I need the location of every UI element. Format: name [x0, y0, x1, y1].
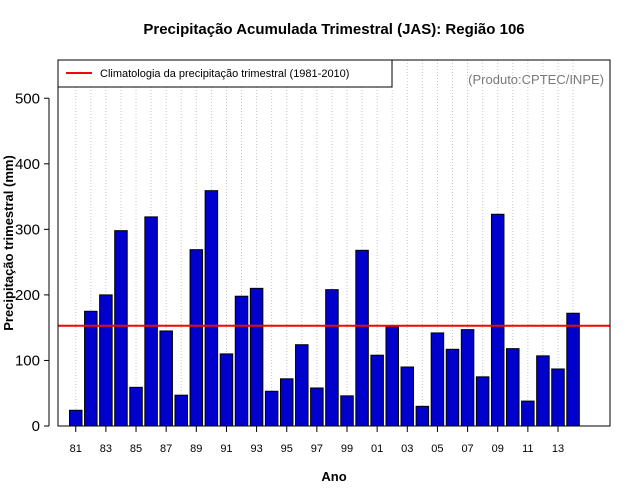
bar-1981: [69, 409, 83, 427]
bar-1990: [204, 190, 219, 427]
y-tick-label: 100: [15, 352, 40, 369]
x-tick-label: 11: [522, 443, 533, 455]
legend-box: [57, 59, 393, 88]
y-tick-label: 200: [15, 287, 40, 304]
bar-2003: [400, 366, 415, 427]
x-tick-label: 09: [492, 443, 504, 455]
bar-1983: [99, 294, 113, 427]
x-tick-label: 03: [401, 443, 413, 455]
bar-2011: [521, 400, 535, 427]
legend: Climatologia da precipitação trimestral …: [57, 59, 393, 88]
bar-1992: [234, 295, 249, 427]
bar-2006: [445, 348, 460, 427]
bar-1997: [310, 387, 324, 427]
bar-1989: [189, 249, 204, 427]
bar-1993: [249, 287, 264, 427]
bar-2005: [430, 332, 445, 427]
x-tick-label: 13: [552, 443, 564, 455]
bar-1994: [264, 390, 279, 427]
x-axis-label: Ano: [321, 469, 346, 484]
bar-layer: [69, 190, 580, 427]
x-tick-label: 99: [341, 443, 353, 455]
bar-1986: [144, 216, 158, 427]
x-tick-label: 91: [220, 443, 232, 455]
y-tick-label: 500: [15, 90, 40, 107]
bar-1999: [340, 395, 354, 427]
bar-1991: [219, 353, 234, 427]
bar-2007: [460, 329, 475, 427]
bar-1996: [295, 344, 309, 427]
grid-layer: [75, 60, 574, 426]
bar-1985: [129, 386, 143, 427]
x-tick-label: 01: [371, 443, 383, 455]
x-tick-label: 95: [281, 443, 293, 455]
y-tick-label: 300: [15, 221, 40, 238]
bar-2004: [415, 405, 430, 427]
bar-1995: [279, 378, 294, 427]
x-tick-label: 89: [190, 443, 202, 455]
x-tick-label: 87: [160, 443, 172, 455]
bar-2010: [506, 348, 520, 427]
bar-2008: [475, 376, 490, 427]
bar-2002: [385, 325, 399, 427]
bar-2009: [490, 213, 505, 427]
bar-2013: [551, 368, 565, 427]
bar-1988: [174, 394, 188, 427]
x-tick-label: 93: [250, 443, 262, 455]
bar-2014: [566, 312, 580, 427]
bar-1987: [159, 330, 173, 427]
legend-label: Climatologia da precipitação trimestral …: [100, 68, 349, 80]
x-tick-label: 83: [100, 443, 112, 455]
credit-text: (Produto:CPTEC/INPE): [468, 72, 604, 87]
x-tick-label: 85: [130, 443, 142, 455]
x-tick-label: 97: [311, 443, 323, 455]
y-axis: 0 100 200 300 400 500: [15, 90, 50, 435]
x-axis: 81 83 85 87 89 91 93 95 97 99 01 03 05 07 09 11 13: [70, 426, 564, 455]
bar-2012: [536, 355, 550, 427]
chart-title: Precipitação Acumulada Trimestral (JAS):…: [143, 21, 524, 38]
x-tick-label: 07: [461, 443, 473, 455]
x-tick-label: 05: [431, 443, 443, 455]
bar-2001: [370, 354, 384, 427]
x-tick-label: 81: [70, 443, 82, 455]
y-axis-label: Precipitação trimestral (mm): [1, 155, 16, 331]
bar-2000: [355, 249, 369, 427]
bar-1998: [325, 289, 339, 427]
y-tick-label: 0: [32, 418, 40, 435]
bar-1982: [84, 310, 98, 427]
bar-1984: [114, 230, 128, 427]
y-tick-label: 400: [15, 156, 40, 173]
